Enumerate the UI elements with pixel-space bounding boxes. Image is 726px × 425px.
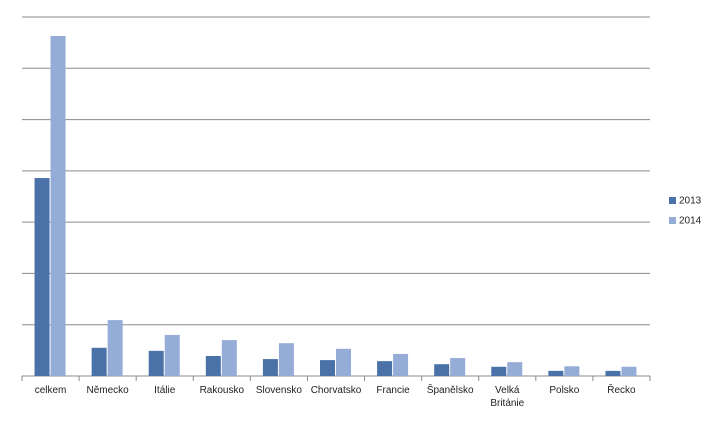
bar [605,370,621,376]
bar [434,364,450,376]
x-tick-label: Slovensko [255,385,302,396]
bar [148,350,164,376]
bar [336,348,351,376]
legend-swatch [669,217,676,224]
bar [205,355,221,376]
x-tick-label: celkem [34,385,67,396]
bar [107,320,123,376]
x-tick-label: Chorvatsko [310,385,362,396]
legend-label: 2013 [679,196,702,207]
bar [164,334,180,376]
x-tick-label: Rakousko [199,385,245,396]
bar [621,366,637,376]
bar [548,370,564,376]
bar [50,35,66,377]
bar [34,178,50,376]
bar [320,360,335,376]
x-tick-label: Itálie [154,385,176,396]
x-tick-label: Španělsko [426,385,474,396]
legend-swatch [669,197,676,204]
bar [91,347,107,376]
x-tick-label: Velká Británie [490,385,525,409]
legend-label: 2014 [679,216,702,227]
x-tick-label: Řecko [607,385,636,396]
bar [262,359,278,376]
x-tick-label: Francie [376,385,410,396]
x-tick-label: Německo [86,385,129,396]
bar [564,366,580,376]
x-tick-label: Polsko [549,385,580,396]
bar [450,358,466,376]
bar [278,343,294,376]
bar [507,362,523,376]
bar [221,340,237,376]
bar [377,361,393,376]
bar [393,353,409,376]
bar [491,366,507,376]
